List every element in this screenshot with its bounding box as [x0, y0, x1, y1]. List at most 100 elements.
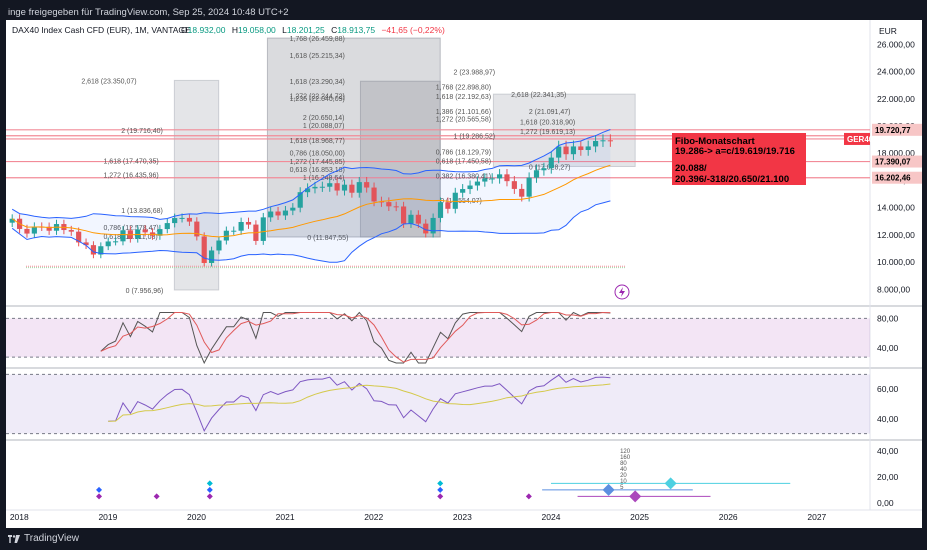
price-axis-label: 12.000,00 — [877, 230, 915, 240]
candle — [334, 183, 340, 191]
candle — [98, 246, 104, 255]
signal-diamond — [602, 483, 615, 496]
fib-level-label: 1 (13.836,68) — [121, 208, 163, 215]
fib-level-label: 1,272 (22.244,72) — [290, 93, 345, 100]
candle — [445, 202, 451, 209]
candle — [452, 192, 458, 209]
svg-text:O18.932,00 H19.058,00: O18.932,00 H19.058,00 L18.201,25 C18.913… — [181, 25, 445, 35]
time-axis-label: 2025 — [630, 512, 649, 522]
price-axis-label: 22.000,00 — [877, 94, 915, 104]
candle — [533, 170, 540, 178]
chart-frame[interactable]: 2,618 (23.350,07) 2 (19.716,40) 1,618 (17.… — [6, 20, 922, 528]
candle — [482, 178, 488, 182]
candle — [526, 177, 532, 197]
currency-label: EUR — [879, 26, 897, 36]
signal-diamond — [96, 486, 103, 493]
pane-axis-label: 0,00 — [877, 498, 894, 508]
price-axis-label: 14.000,00 — [877, 203, 915, 213]
candle — [157, 229, 163, 236]
fib-level-label: 1,618 (25.215,34) — [290, 53, 345, 60]
candle — [563, 146, 569, 155]
legend-low-label: L — [282, 25, 287, 35]
candle — [142, 229, 148, 233]
fib-box — [266, 37, 441, 238]
fibo-annotation[interactable]: Fibo-Monatschart 19.286-> a=c/19.619/19.… — [672, 133, 806, 185]
fib-level-label: 2,618 (22.341,35) — [511, 92, 566, 99]
price-tag — [872, 123, 922, 136]
lightning-icon[interactable] — [614, 284, 630, 300]
candle — [519, 188, 525, 197]
candle — [430, 217, 436, 234]
candle — [371, 187, 377, 202]
signal-diamond — [153, 493, 160, 500]
annotation-line2: 20.088/ — [675, 163, 707, 174]
candle — [90, 245, 97, 255]
fib-level-label: 2 (20.650,14) — [303, 115, 345, 122]
candle — [578, 146, 584, 150]
pane-axis-label: 80,00 — [877, 313, 899, 323]
fib-level-label: 1,272 (16.435,96) — [103, 173, 158, 180]
time-axis-label: 2026 — [719, 512, 738, 522]
candle — [275, 211, 281, 216]
share-header: inge freigegeben für TradingView.com, Se… — [8, 7, 289, 18]
pane-axis-label: 60,00 — [877, 384, 899, 394]
candle — [548, 157, 554, 169]
time-axis-label: 2019 — [98, 512, 117, 522]
candle — [415, 214, 421, 224]
signal-diamond — [437, 480, 444, 487]
tradingview-logo-icon — [8, 534, 20, 543]
bollinger-lower — [11, 200, 611, 263]
candle — [511, 181, 517, 189]
signal-diamond — [206, 493, 213, 500]
price-tag-label: 16.202,46 — [875, 174, 911, 183]
fib-box — [359, 80, 441, 238]
fib-level-label: 0 (11.847,55) — [307, 235, 348, 242]
legend-high-label: H — [232, 25, 238, 35]
legend-close: 18.913,75 — [337, 25, 375, 35]
legend-high: 19.058,00 — [238, 25, 276, 35]
price-tag — [844, 132, 870, 145]
candle — [76, 231, 82, 243]
candle — [556, 146, 562, 158]
fib-level-label: 2 (23.988,97) — [454, 70, 496, 77]
candle — [378, 201, 385, 203]
candle — [268, 211, 274, 218]
candle — [541, 168, 547, 171]
candle — [341, 184, 348, 191]
time-axis-label: 2022 — [364, 512, 383, 522]
candle — [386, 202, 392, 207]
fib-level-label: 1,768 (22.898,80) — [436, 85, 491, 92]
candle — [356, 182, 362, 193]
candle — [593, 140, 599, 147]
fib-level-label: 1,272 (19.619,13) — [520, 129, 575, 136]
fib-level-label: 1,618 (22.192,63) — [436, 94, 491, 101]
candle — [201, 236, 207, 263]
indicator-signal-line — [108, 383, 611, 422]
candle — [437, 202, 444, 218]
candle — [31, 226, 37, 234]
signal-diamond — [206, 480, 213, 487]
fib-level-label: 1,272 (20.565,58) — [436, 116, 491, 123]
fib-level-label: 1 (20.088,07) — [303, 123, 345, 130]
candle — [607, 140, 613, 142]
fib-level-label: 1,386 (21.101,66) — [436, 109, 491, 116]
candle — [460, 189, 466, 193]
indicator-signal-line — [100, 311, 611, 363]
price-axis-label: 18.000,00 — [877, 148, 915, 158]
candle — [194, 221, 200, 237]
candle — [186, 217, 193, 222]
candle — [364, 182, 370, 188]
candle — [223, 230, 229, 241]
legend-close-label: C — [331, 25, 337, 35]
annotation-line3: 20.396/-318/20.650/21.100 — [675, 174, 789, 185]
signal-diamond — [525, 493, 532, 500]
signal-diamond — [437, 486, 444, 493]
candle — [423, 223, 429, 234]
trading-chart[interactable]: 2,618 (23.350,07) 2 (19.716,40) 1,618 (17.… — [6, 20, 922, 528]
tradingview-footer[interactable]: TradingView — [8, 533, 79, 544]
candle — [68, 230, 74, 232]
moving-average — [11, 164, 611, 238]
pane-axis-label: 40,00 — [877, 343, 899, 353]
fib-level-label: 2 (19.716,40) — [121, 128, 163, 135]
candle — [216, 240, 222, 251]
